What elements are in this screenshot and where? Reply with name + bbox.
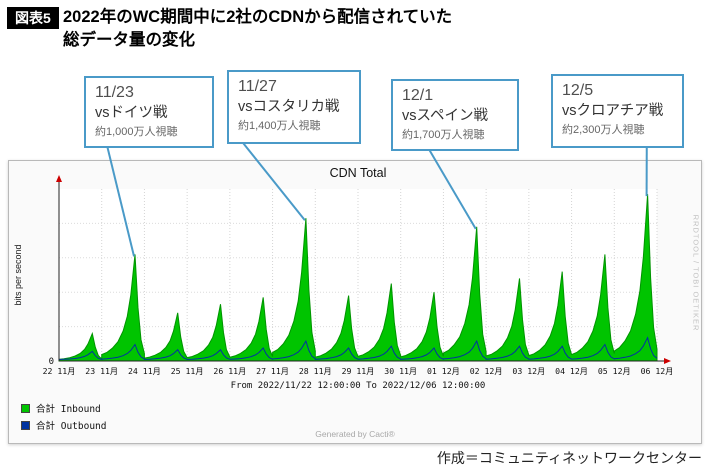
callout-viewers: 約1,700万人視聴 [402, 129, 485, 141]
legend-label: 合計 Inbound [36, 404, 101, 415]
rrdtool-watermark: RRDTOOL / TOBI OETIKER [691, 214, 701, 332]
callout-match-costarica: 11/27 vsコスタリカ戦 約1,400万人視聴 [227, 70, 361, 144]
callout-match: vsクロアチア戦 [562, 103, 664, 119]
callout-viewers: 約1,000万人視聴 [95, 126, 178, 138]
chart-legend: 合計 Inbound 合計 Outbound [21, 401, 106, 432]
callout-date: 11/27 [238, 78, 277, 95]
legend-label: 合計 Outbound [36, 421, 107, 432]
cacti-graph-panel: 0 22 11月 23 11月 24 11月 25 11月 26 11月 27 11月 28 … [8, 160, 702, 444]
figure-title-line2: 総データ量の変化 [63, 31, 195, 49]
x-tick-label: 27 11月 [256, 366, 289, 376]
source-credit: 作成＝コミュニティネットワークセンター [436, 450, 702, 466]
x-tick-label: 01 12月 [427, 366, 460, 376]
x-tick-label: 29 11月 [342, 366, 375, 376]
callout-date: 12/5 [562, 82, 594, 99]
x-tick-label: 24 11月 [128, 366, 161, 376]
legend-item: 合計 Inbound [21, 401, 106, 415]
callout-match: vsコスタリカ戦 [238, 99, 340, 115]
callout-viewers: 約2,300万人視聴 [562, 124, 645, 136]
callout-match: vsドイツ戦 [95, 105, 168, 121]
traffic-area-chart: 022 11月 23 11月 24 11月 25 11月 26 11月 27 11月 28 … [43, 175, 674, 391]
x-tick-label: 05 12月 [598, 366, 631, 376]
figure-title: 2022年のWC期間中に2社のCDNから配信されていた 総データ量の変化 [63, 6, 452, 52]
x-tick-label: 28 11月 [299, 366, 332, 376]
legend-swatch [21, 420, 30, 430]
legend-swatch [21, 403, 30, 413]
callout-match: vsスペイン戦 [402, 108, 488, 124]
callout-match-croatia: 12/5 vsクロアチア戦 約2,300万人視聴 [551, 74, 684, 148]
x-tick-label: 04 12月 [555, 366, 588, 376]
x-tick-label: 03 12月 [512, 366, 545, 376]
x-tick-label: 06 12月 [641, 366, 674, 376]
callout-match-spain: 12/1 vsスペイン戦 約1,700万人視聴 [391, 79, 519, 151]
x-tick-label: 30 11月 [384, 366, 417, 376]
chart-title: CDN Total [329, 166, 387, 180]
x-axis-arrow [664, 358, 671, 364]
x-tick-label: 25 11月 [171, 366, 204, 376]
callout-match-germany: 11/23 vsドイツ戦 約1,000万人視聴 [84, 76, 214, 148]
callout-date: 11/23 [95, 84, 134, 101]
x-range-note: From 2022/11/22 12:00:00 To 2022/12/06 1… [231, 381, 486, 391]
figure-title-line1: 2022年のWC期間中に2社のCDNから配信されていた [63, 8, 453, 26]
callout-date: 12/1 [402, 87, 434, 104]
y-axis-label: bits per second [13, 244, 23, 306]
x-tick-label: 23 11月 [85, 366, 118, 376]
legend-item: 合計 Outbound [21, 418, 106, 432]
figure-number-tag: 図表5 [7, 7, 59, 29]
x-tick-label: 22 11月 [43, 366, 76, 376]
y-axis-arrow [56, 175, 62, 182]
x-tick-label: 26 11月 [213, 366, 246, 376]
generated-by-label: Generated by Cacti® [315, 429, 395, 439]
y-tick-zero: 0 [49, 357, 54, 367]
callout-viewers: 約1,400万人視聴 [238, 120, 321, 132]
inbound-area-series [58, 194, 658, 362]
x-tick-label: 02 12月 [470, 366, 503, 376]
outbound-line-series [58, 336, 658, 361]
